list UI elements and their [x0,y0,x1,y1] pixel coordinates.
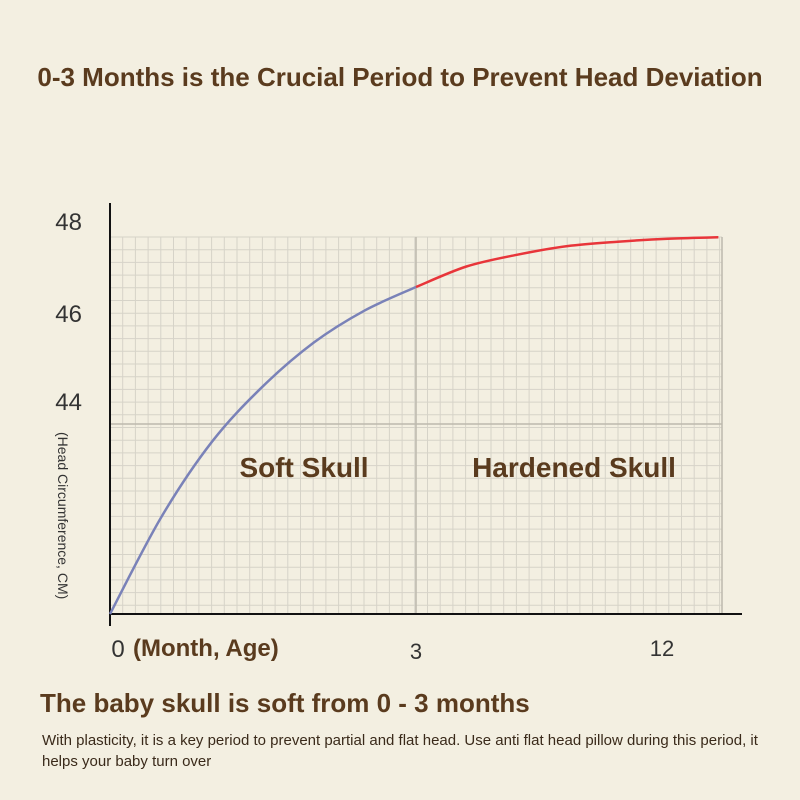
y-tick-label-48: 48 [55,209,82,236]
region-label-soft-skull: Soft Skull [239,452,368,483]
x-tick-label-12: 12 [650,636,674,661]
bottom-heading: The baby skull is soft from 0 - 3 months [40,688,530,718]
chart-grid [109,236,723,614]
y-tick-label-44: 44 [55,389,82,416]
series-line-3-12-months [415,236,719,289]
x-tick-label-0: 0 [111,636,124,663]
series-line-0-3-months [108,285,417,615]
x-axis-label: (Month, Age) [133,635,279,662]
chart-title: 0-3 Months is the Crucial Period to Prev… [37,62,763,92]
bottom-description: With plasticity, it is a key period to p… [42,732,758,770]
y-axis-label: (Head Circumference, CM) [55,432,71,599]
y-tick-label-46: 46 [55,301,82,328]
x-tick-label-3: 3 [410,639,422,664]
region-label-hardened-skull: Hardened Skull [472,452,676,483]
